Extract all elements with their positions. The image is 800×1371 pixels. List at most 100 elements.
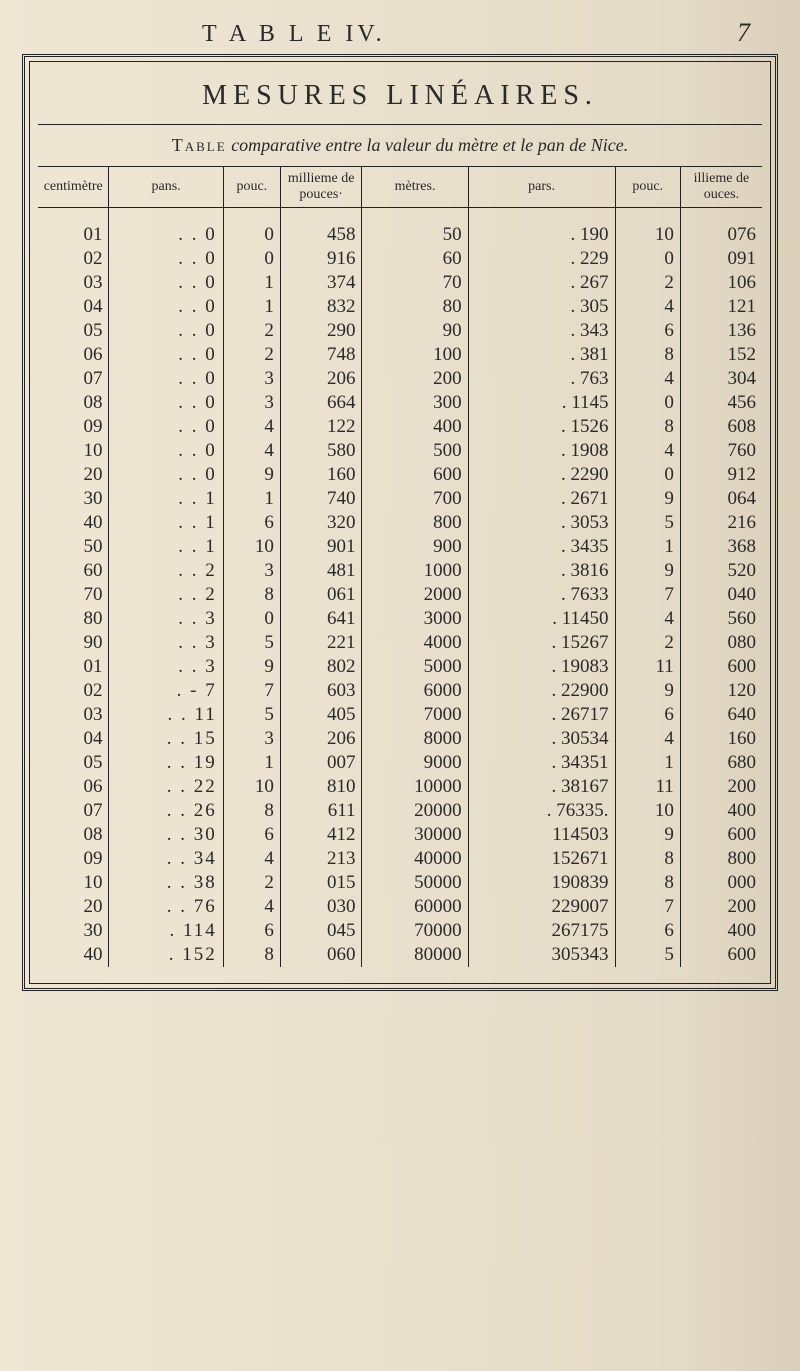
cell-pans: . . 3 <box>109 655 223 679</box>
table-row: 07. . 03206200. 7634304 <box>38 367 762 391</box>
inner-frame: MESURES LINÉAIRES. Table comparative ent… <box>29 61 771 984</box>
cell-pouc2: 4 <box>615 295 680 319</box>
cell-cm: 03 <box>38 703 109 727</box>
table-row: 10. . 04580500. 19084760 <box>38 439 762 463</box>
cell-cm: 30 <box>38 487 109 511</box>
cell-mp: 007 <box>280 751 362 775</box>
col-pars: pars. <box>468 167 615 208</box>
cell-cm: 20 <box>38 895 109 919</box>
cell-mp: 320 <box>280 511 362 535</box>
cell-met: 300 <box>362 391 468 415</box>
comparative-table: centimètre pans. pouc. millieme de pouce… <box>38 167 762 967</box>
cell-pars: . 3435 <box>468 535 615 559</box>
table-row: 05. . 0229090. 3436136 <box>38 319 762 343</box>
cell-met: 5000 <box>362 655 468 679</box>
cell-mp2: 400 <box>680 799 762 823</box>
table-row: 03. . 0137470. 2672106 <box>38 271 762 295</box>
cell-cm: 02 <box>38 679 109 703</box>
cell-cm: 03 <box>38 271 109 295</box>
cell-pouc: 1 <box>223 751 280 775</box>
cell-pouc2: 0 <box>615 463 680 487</box>
cell-mp: 045 <box>280 919 362 943</box>
table-row: 07. . 26861120000. 76335.10400 <box>38 799 762 823</box>
outer-frame: MESURES LINÉAIRES. Table comparative ent… <box>22 54 778 991</box>
cell-mp2: 160 <box>680 727 762 751</box>
cell-pouc2: 2 <box>615 271 680 295</box>
cell-pars: . 26717 <box>468 703 615 727</box>
cell-met: 60 <box>362 247 468 271</box>
cell-cm: 70 <box>38 583 109 607</box>
cell-mp: 802 <box>280 655 362 679</box>
cell-pans: . . 0 <box>109 247 223 271</box>
cell-mp: 290 <box>280 319 362 343</box>
cell-cm: 60 <box>38 559 109 583</box>
cell-pans: . . 0 <box>109 208 223 248</box>
col-centimetre: centimètre <box>38 167 109 208</box>
title-block: MESURES LINÉAIRES. <box>38 72 762 125</box>
table-row: 06. . 221081010000. 3816711200 <box>38 775 762 799</box>
cell-pars: . 76335. <box>468 799 615 823</box>
cell-mp: 206 <box>280 727 362 751</box>
cell-pouc2: 4 <box>615 439 680 463</box>
cell-pars: . 11450 <box>468 607 615 631</box>
running-head: T A B L E IV. 7 <box>22 18 778 54</box>
cell-met: 100 <box>362 343 468 367</box>
cell-mp: 740 <box>280 487 362 511</box>
cell-pouc2: 6 <box>615 319 680 343</box>
cell-pars: . 1908 <box>468 439 615 463</box>
cell-pars: 267175 <box>468 919 615 943</box>
cell-met: 600 <box>362 463 468 487</box>
cell-pouc: 0 <box>223 208 280 248</box>
table-row: 20. . 09160600. 22900912 <box>38 463 762 487</box>
cell-pans: . . 0 <box>109 367 223 391</box>
table-row: 05. . 1910079000. 343511680 <box>38 751 762 775</box>
cell-met: 30000 <box>362 823 468 847</box>
table-row: 09. . 04122400. 15268608 <box>38 415 762 439</box>
cell-pouc: 5 <box>223 631 280 655</box>
cell-mp2: 216 <box>680 511 762 535</box>
cell-cm: 04 <box>38 295 109 319</box>
cell-pars: . 7633 <box>468 583 615 607</box>
cell-pars: . 267 <box>468 271 615 295</box>
cell-cm: 40 <box>38 943 109 967</box>
cell-mp: 405 <box>280 703 362 727</box>
cell-pans: . . 15 <box>109 727 223 751</box>
table-row: 02. . 0091660. 2290091 <box>38 247 762 271</box>
running-title: T A B L E IV. <box>202 21 386 48</box>
cell-pars: . 38167 <box>468 775 615 799</box>
cell-mp: 015 <box>280 871 362 895</box>
table-row: 40. . 16320800. 30535216 <box>38 511 762 535</box>
cell-pouc2: 10 <box>615 208 680 248</box>
cell-pouc2: 9 <box>615 823 680 847</box>
cell-mp: 611 <box>280 799 362 823</box>
cell-mp2: 200 <box>680 775 762 799</box>
cell-mp: 206 <box>280 367 362 391</box>
cell-mp: 061 <box>280 583 362 607</box>
table-row: 08. . 03664300. 11450456 <box>38 391 762 415</box>
cell-mp2: 456 <box>680 391 762 415</box>
cell-mp: 412 <box>280 823 362 847</box>
cell-met: 40000 <box>362 847 468 871</box>
table-row: 90. . 352214000. 152672080 <box>38 631 762 655</box>
cell-pouc: 0 <box>223 607 280 631</box>
cell-cm: 08 <box>38 823 109 847</box>
cell-pouc: 3 <box>223 367 280 391</box>
col-metres: mètres. <box>362 167 468 208</box>
table-row: 50. . 110901900. 34351368 <box>38 535 762 559</box>
cell-mp: 580 <box>280 439 362 463</box>
cell-mp: 641 <box>280 607 362 631</box>
cell-cm: 10 <box>38 871 109 895</box>
cell-met: 60000 <box>362 895 468 919</box>
cell-pouc2: 4 <box>615 727 680 751</box>
cell-pouc2: 5 <box>615 943 680 967</box>
cell-pars: . 3053 <box>468 511 615 535</box>
cell-mp: 481 <box>280 559 362 583</box>
table-row: 03. . 1154057000. 267176640 <box>38 703 762 727</box>
cell-cm: 90 <box>38 631 109 655</box>
cell-mp: 374 <box>280 271 362 295</box>
cell-pans: . . 0 <box>109 271 223 295</box>
cell-pans: . . 0 <box>109 391 223 415</box>
table-row: 01. . 398025000. 1908311600 <box>38 655 762 679</box>
cell-pans: . . 0 <box>109 343 223 367</box>
cell-pans: . . 30 <box>109 823 223 847</box>
